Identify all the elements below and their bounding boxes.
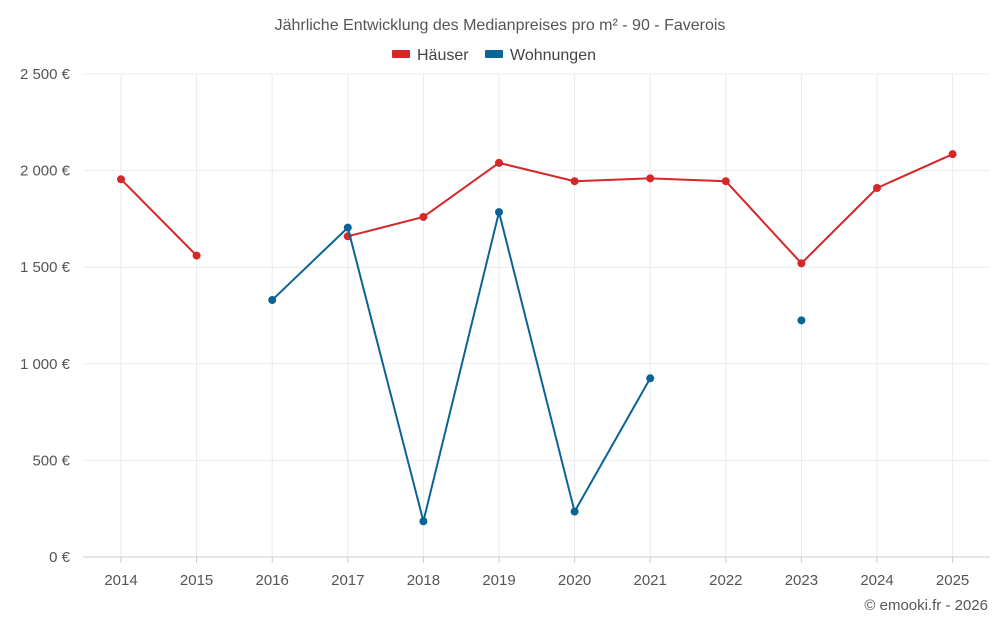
data-point[interactable] — [646, 374, 655, 383]
x-tick-label: 2022 — [709, 572, 742, 589]
x-tick-label: 2024 — [860, 572, 893, 589]
data-point[interactable] — [570, 507, 579, 516]
data-point[interactable] — [419, 212, 428, 221]
x-tick-label: 2015 — [180, 572, 213, 589]
y-tick-label: 0 € — [49, 549, 71, 566]
y-axis: 0 € 500 € 1 000 € 1 500 € 2 000 € 2 500 € — [20, 66, 71, 566]
x-tick-label: 2025 — [936, 572, 969, 589]
legend-label[interactable]: Wohnungen — [510, 47, 596, 64]
y-tick-label: 2 000 € — [20, 163, 71, 180]
y-tick-label: 500 € — [32, 452, 70, 469]
data-point[interactable] — [797, 316, 806, 325]
x-tick-label: 2016 — [256, 572, 289, 589]
credit-text: © emooki.fr - 2026 — [864, 597, 988, 614]
x-tick-label: 2018 — [407, 572, 440, 589]
x-tick-label: 2020 — [558, 572, 591, 589]
legend-swatch — [392, 50, 410, 58]
y-tick-label: 1 500 € — [20, 259, 71, 276]
data-point[interactable] — [646, 174, 655, 183]
data-point[interactable] — [948, 150, 957, 159]
series-Wohnungen — [268, 208, 806, 526]
legend-swatch — [485, 50, 503, 58]
data-point[interactable] — [192, 251, 201, 260]
x-tick-label: 2014 — [104, 572, 137, 589]
series-Häuser — [117, 150, 957, 268]
data-point[interactable] — [343, 223, 352, 232]
legend: Häuser Wohnungen — [392, 47, 596, 64]
legend-label[interactable]: Häuser — [417, 47, 469, 64]
x-tick-label: 2019 — [482, 572, 515, 589]
data-point[interactable] — [495, 208, 503, 217]
data-point[interactable] — [873, 183, 881, 192]
data-point[interactable] — [268, 296, 277, 305]
y-tick-label: 1 000 € — [20, 356, 71, 373]
data-point[interactable] — [419, 517, 428, 526]
series-line — [271, 211, 652, 523]
y-tick-label: 2 500 € — [20, 66, 71, 83]
data-point[interactable] — [570, 177, 579, 186]
data-point[interactable] — [721, 177, 730, 186]
x-tick-label: 2021 — [634, 572, 667, 589]
chart-title: Jährliche Entwicklung des Medianpreises … — [275, 17, 726, 34]
data-point[interactable] — [117, 175, 125, 184]
data-point[interactable] — [797, 259, 806, 268]
data-point[interactable] — [495, 158, 503, 167]
x-axis: 2014 2015 2016 2017 2018 2019 2020 2021 2022 2023… — [83, 556, 990, 589]
series — [117, 150, 957, 526]
x-tick-label: 2023 — [785, 572, 818, 589]
series-line — [120, 178, 198, 257]
x-tick-label: 2017 — [331, 572, 364, 589]
grid — [83, 73, 990, 557]
